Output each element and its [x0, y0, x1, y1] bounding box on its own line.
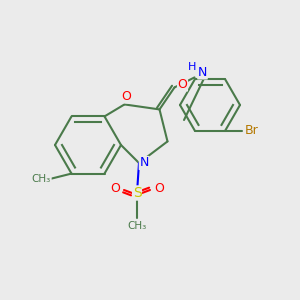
Text: O: O: [122, 90, 131, 103]
Text: CH₃: CH₃: [32, 174, 51, 184]
Text: O: O: [154, 182, 164, 196]
Text: N: N: [198, 66, 207, 79]
Text: Br: Br: [245, 124, 259, 137]
Text: O: O: [110, 182, 120, 196]
Text: S: S: [133, 186, 141, 200]
Text: N: N: [139, 157, 149, 169]
Text: H: H: [188, 62, 197, 72]
Text: CH₃: CH₃: [128, 221, 147, 231]
Text: O: O: [178, 78, 188, 91]
